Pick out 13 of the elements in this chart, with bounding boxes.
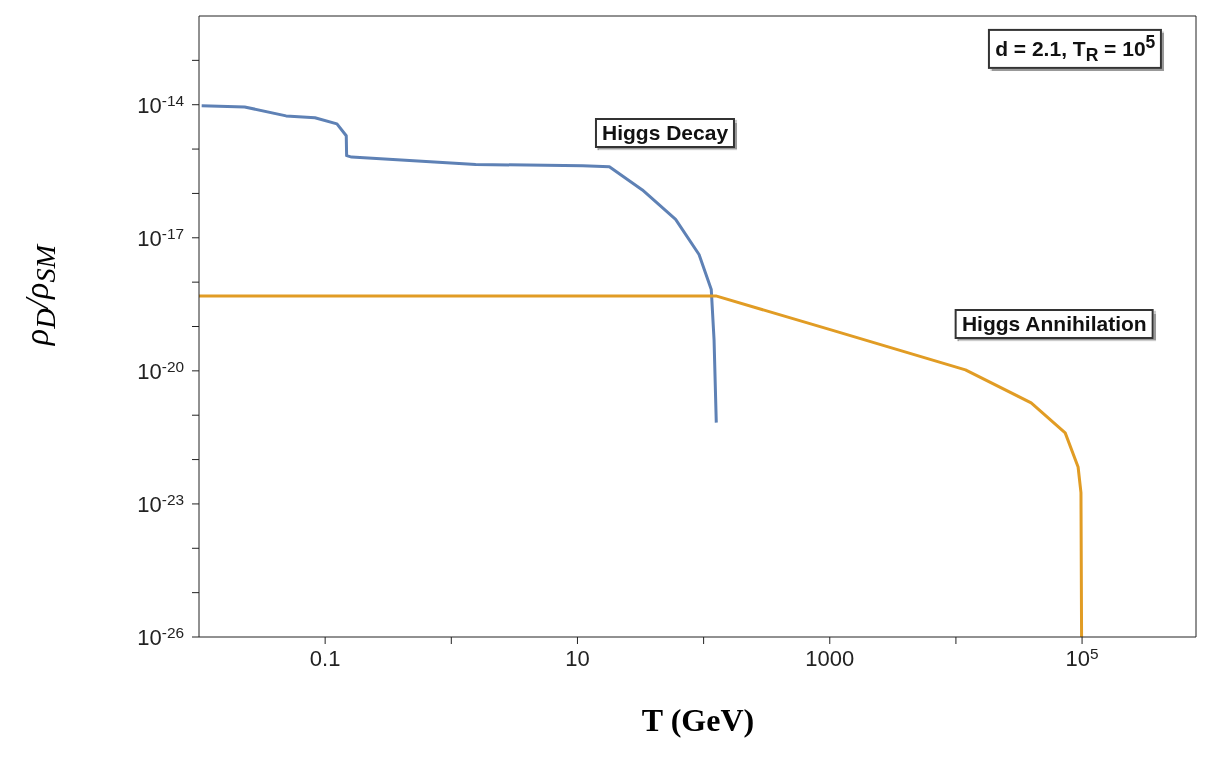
x-tick-label: 0.1	[309, 646, 341, 671]
x-tick-label: 10$^{5}$	[1065, 645, 1099, 671]
y-tick-label: 10$^{-23}$	[137, 491, 184, 517]
x-tick-label: 10	[565, 646, 590, 671]
y-tick-label: 10$^{-26}$	[137, 624, 184, 650]
y-tick-label: 10$^{-14}$	[137, 91, 185, 118]
y-tick-label: 10$^{-20}$	[137, 358, 184, 384]
series-label: Higgs Decay	[595, 118, 736, 149]
x-tick-label: 1000	[805, 646, 855, 671]
annotation: d = 2.1, T$_{R}$ = 10$^{5}$	[988, 29, 1163, 70]
y-tick-label: 10$^{-17}$	[137, 225, 184, 251]
series-label: Higgs Annihilation	[954, 309, 1154, 340]
x-axis-title: T (GeV)	[641, 701, 755, 739]
